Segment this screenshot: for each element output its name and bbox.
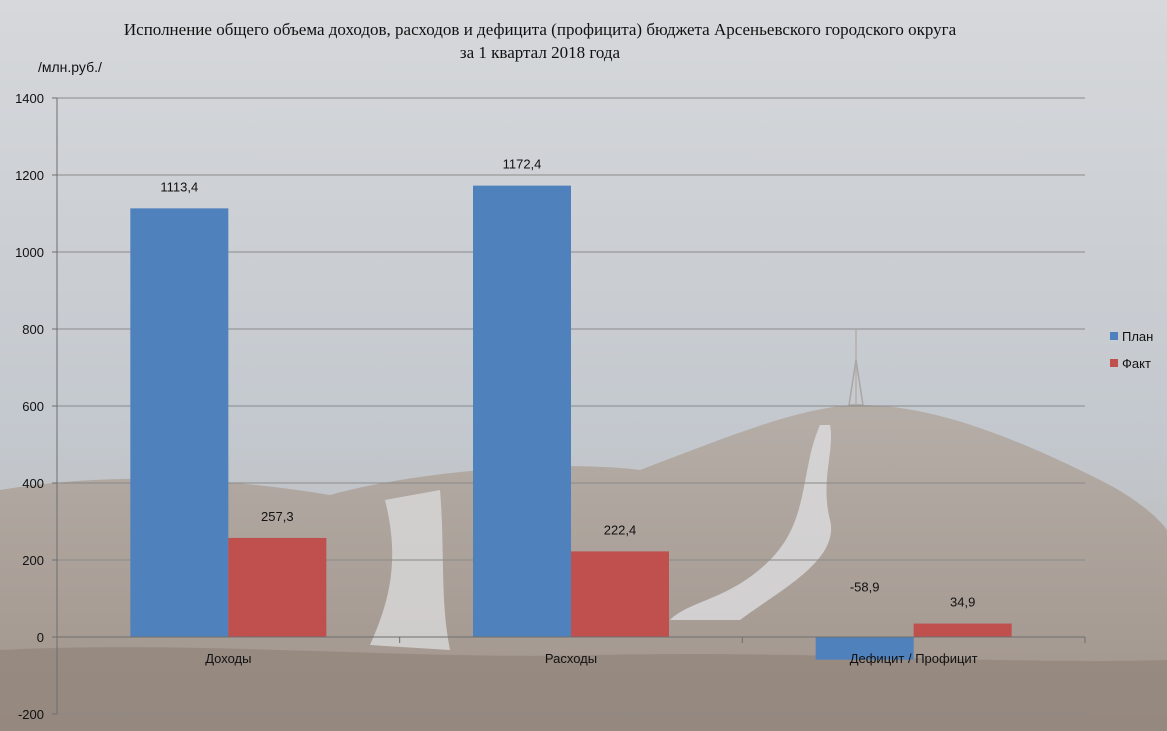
data-label: 1113,4 (160, 179, 198, 194)
y-tick-label: 600 (22, 399, 44, 414)
bar-plan-0 (130, 208, 229, 637)
y-tick-label: 1200 (15, 168, 44, 183)
legend: План Факт (1110, 329, 1153, 371)
x-category-label: Расходы (545, 651, 597, 666)
data-label: 222,4 (604, 522, 637, 537)
bar-fact-2 (913, 623, 1012, 637)
bar-fact-0 (228, 537, 327, 637)
y-tick-label: 800 (22, 322, 44, 337)
legend-swatch (1110, 359, 1118, 367)
y-tick-label: 400 (22, 476, 44, 491)
bar-plan-2 (815, 637, 914, 660)
chart-title-line2: за 1 квартал 2018 года (459, 43, 621, 62)
x-axis: Доходы Расходы Дефицит / Профицит (56, 636, 1086, 666)
x-category-label: Дефицит / Профицит (850, 651, 978, 666)
y-tick-label: 1400 (15, 91, 44, 106)
y-tick-label: 1000 (15, 245, 44, 260)
data-labels: 1113,4 257,3 1172,4 222,4 -58,9 34,9 (160, 157, 975, 610)
y-tick-label: 0 (37, 630, 44, 645)
legend-label: План (1122, 329, 1153, 344)
chart-title-line1: Исполнение общего объема доходов, расход… (123, 20, 957, 39)
bars (130, 185, 1012, 660)
y-tick-label: 200 (22, 553, 44, 568)
y-axis-ticks: -200 0 200 400 600 800 1000 1200 1400 (15, 91, 58, 722)
legend-swatch (1110, 332, 1118, 340)
bar-fact-1 (571, 551, 669, 637)
data-label: 257,3 (261, 509, 294, 524)
bar-plan-1 (473, 185, 571, 637)
data-label: 1172,4 (503, 157, 542, 172)
y-tick-label: -200 (18, 707, 44, 722)
legend-label: Факт (1122, 356, 1151, 371)
y-axis-unit-label: /млн.руб./ (38, 59, 102, 75)
data-label: -58,9 (850, 580, 880, 595)
x-category-label: Доходы (205, 651, 251, 666)
data-label: 34,9 (950, 595, 975, 610)
